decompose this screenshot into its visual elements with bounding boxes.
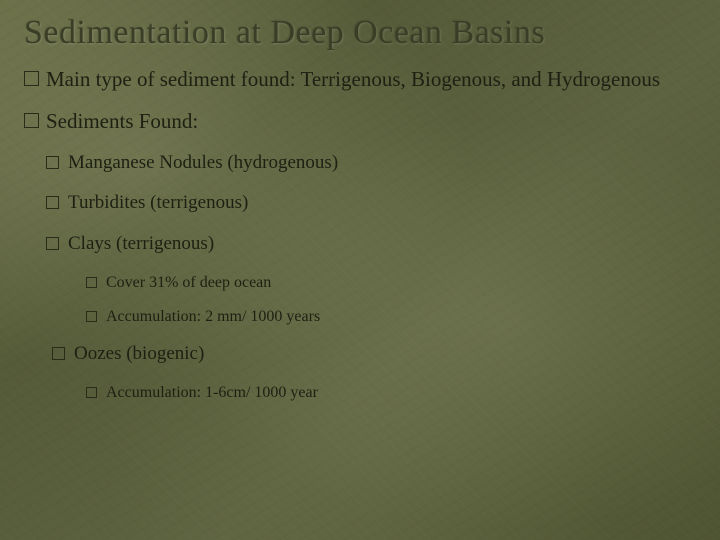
list-item: Oozes (biogenic) (52, 342, 696, 367)
list-item: Manganese Nodules (hydrogenous) (46, 151, 696, 176)
list-subitem: Cover 31% of deep ocean (86, 273, 696, 294)
bullet-main-type: Main type of sediment found: Terrigenous… (24, 66, 696, 92)
list-subitem: Accumulation: 1-6cm/ 1000 year (86, 383, 696, 404)
clays-sublist: Cover 31% of deep ocean Accumulation: 2 … (24, 273, 696, 329)
sediment-list: Manganese Nodules (hydrogenous) Turbidit… (24, 151, 696, 404)
slide-title: Sedimentation at Deep Ocean Basins (24, 14, 696, 52)
list-item: Clays (terrigenous) (46, 232, 696, 257)
oozes-sublist: Accumulation: 1-6cm/ 1000 year (24, 383, 696, 404)
slide-container: Sedimentation at Deep Ocean Basins Main … (0, 0, 720, 540)
bullet-sediments-found: Sediments Found: (24, 108, 696, 134)
list-item: Turbidites (terrigenous) (46, 191, 696, 216)
list-subitem: Accumulation: 2 mm/ 1000 years (86, 307, 696, 328)
